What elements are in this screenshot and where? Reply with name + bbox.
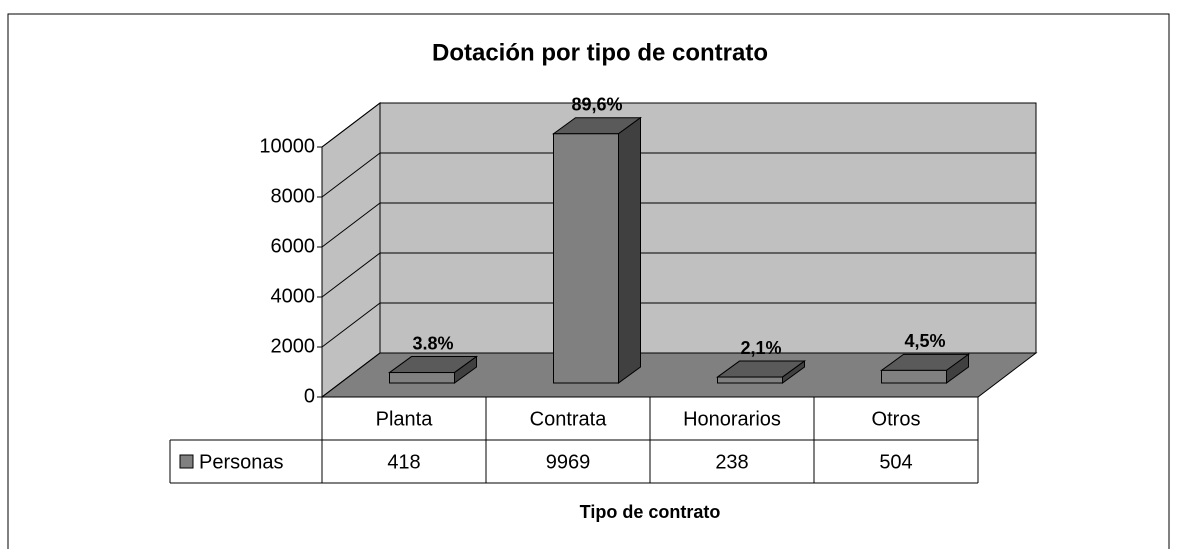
grid-line	[321, 152, 381, 198]
y-tick-label: 8000	[271, 185, 316, 207]
side-wall	[321, 101, 381, 399]
x-tick-label: Planta	[376, 408, 434, 430]
legend-label: Personas	[199, 451, 284, 473]
bar	[717, 376, 783, 384]
x-tick-label: Otros	[872, 408, 921, 430]
grid-line	[321, 302, 381, 348]
bar	[553, 133, 619, 384]
y-tick-label: 6000	[271, 235, 316, 257]
x-axis-title: Tipo de contrato	[580, 502, 721, 522]
x-tick-label: Contrata	[530, 408, 608, 430]
y-tick-label: 0	[304, 385, 315, 407]
data-label: 2,1%	[740, 338, 781, 358]
data-label: 3.8%	[412, 333, 453, 353]
grid-line	[321, 102, 381, 148]
back-wall	[379, 102, 1037, 354]
chart-title: Dotación por tipo de contrato	[432, 39, 768, 66]
bar	[881, 369, 947, 384]
grid-line	[321, 352, 381, 398]
y-tick-label: 10000	[259, 135, 315, 157]
bar	[389, 372, 455, 384]
grid-line	[321, 202, 381, 248]
legend-key	[179, 454, 194, 469]
table-value: 418	[387, 451, 420, 473]
table-value: 238	[715, 451, 748, 473]
data-label: 4,5%	[904, 331, 945, 351]
y-tick-label: 4000	[271, 285, 316, 307]
table-value: 504	[879, 451, 912, 473]
table-value: 9969	[546, 451, 591, 473]
x-tick-label: Honorarios	[683, 408, 781, 430]
grid-line	[321, 252, 381, 298]
bar-side	[618, 116, 641, 384]
y-tick-label: 2000	[271, 335, 316, 357]
data-label: 89,6%	[571, 95, 622, 115]
